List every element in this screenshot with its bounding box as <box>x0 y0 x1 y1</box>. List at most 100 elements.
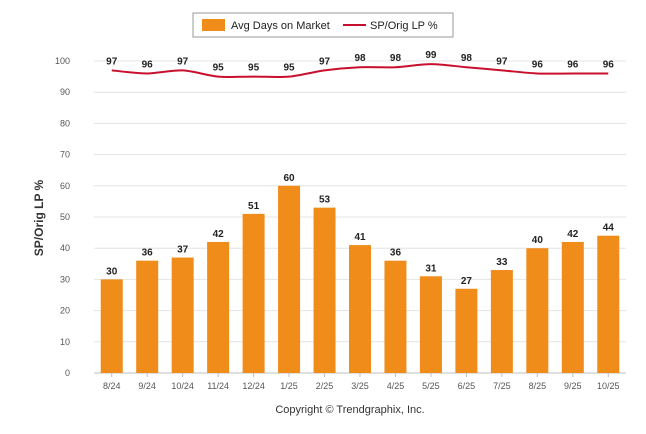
sp-orig-lp-line[interactable] <box>111 63 609 79</box>
x-tick-label: 8/25 <box>529 381 547 391</box>
line-value-label: 97 <box>496 56 508 67</box>
legend-box <box>192 12 454 38</box>
line-value-label: 96 <box>142 59 154 70</box>
bar[interactable] <box>136 260 159 373</box>
x-tick-label: 12/24 <box>242 381 265 391</box>
line-value-label: 98 <box>390 53 402 64</box>
line-value-label: 96 <box>603 59 615 70</box>
bar-value-label: 42 <box>213 229 225 240</box>
bar[interactable] <box>526 248 549 373</box>
y-tick-label: 70 <box>60 150 70 160</box>
y-tick-label: 0 <box>65 368 70 378</box>
line-value-label: 95 <box>248 63 260 74</box>
x-tick-label: 9/25 <box>564 381 582 391</box>
line-point[interactable] <box>215 74 221 80</box>
bar[interactable] <box>349 245 371 373</box>
bar-value-label: 31 <box>425 263 437 274</box>
line-point[interactable] <box>286 74 292 80</box>
line-point[interactable] <box>109 67 115 73</box>
y-tick-label: 90 <box>60 87 70 97</box>
bar-value-label: 36 <box>390 248 402 259</box>
line-point[interactable] <box>570 70 576 76</box>
line-value-label: 96 <box>567 59 579 70</box>
line-value-label: 96 <box>532 59 544 70</box>
bar-value-label: 53 <box>319 195 331 206</box>
bar-value-label: 37 <box>177 245 189 256</box>
bar-series <box>100 185 620 373</box>
line-value-label: 97 <box>319 56 331 67</box>
line-value-label: 99 <box>425 50 437 61</box>
y-tick-label: 20 <box>60 306 70 316</box>
bar-value-label: 42 <box>567 229 579 240</box>
y-tick-label: 100 <box>55 56 70 66</box>
bar[interactable] <box>171 257 194 373</box>
line-point[interactable] <box>180 67 186 73</box>
x-tick-label: 5/25 <box>422 381 440 391</box>
y-tick-label: 10 <box>60 337 70 347</box>
y-tick-label: 30 <box>60 274 70 284</box>
y-axis-title: SP/Orig LP % <box>32 179 46 256</box>
line-point[interactable] <box>251 74 257 80</box>
line-series <box>109 61 611 80</box>
bar[interactable] <box>384 260 407 373</box>
line-point[interactable] <box>499 67 505 73</box>
legend-bar-label: Avg Days on Market <box>231 20 330 32</box>
bar-value-label: 30 <box>106 266 118 277</box>
x-tick-label: 10/24 <box>171 381 194 391</box>
copyright-credit: Copyright © Trendgraphix, Inc. <box>275 404 424 416</box>
bar-value-label: 41 <box>354 232 366 243</box>
line-value-label: 95 <box>213 63 225 74</box>
line-point[interactable] <box>463 64 469 70</box>
data-labels: 30 36 37 42 51 60 53 41 36 31 27 33 40 42 44 97 96 97 95 95… <box>106 50 614 287</box>
legend: Avg Days on Market SP/Orig LP % <box>192 12 454 38</box>
bar-value-label: 27 <box>461 276 473 287</box>
line-value-label: 97 <box>106 56 118 67</box>
line-value-label: 95 <box>284 63 296 74</box>
bar-value-label: 36 <box>142 248 154 259</box>
bar[interactable] <box>490 270 513 373</box>
legend-item-line[interactable]: SP/Orig LP % <box>343 20 438 32</box>
x-tick-label: 3/25 <box>351 381 369 391</box>
bar[interactable] <box>561 241 584 373</box>
y-tick-label: 40 <box>60 243 70 253</box>
line-point[interactable] <box>322 67 328 73</box>
legend-line-label: SP/Orig LP % <box>370 20 438 32</box>
bar-value-label: 60 <box>284 173 296 184</box>
line-value-label: 98 <box>461 53 473 64</box>
line-value-label: 98 <box>354 53 366 64</box>
x-tick-label: 2/25 <box>316 381 334 391</box>
y-tick-label: 50 <box>60 212 70 222</box>
bar-value-label: 44 <box>603 223 615 234</box>
x-tick-label: 11/24 <box>207 381 229 391</box>
bar[interactable] <box>419 276 442 373</box>
bar-value-label: 51 <box>248 201 260 212</box>
bar-value-label: 40 <box>532 235 544 246</box>
bar[interactable] <box>207 241 230 373</box>
bar[interactable] <box>455 288 478 373</box>
line-point[interactable] <box>357 64 363 70</box>
x-tick-label: 9/24 <box>138 381 156 391</box>
line-point[interactable] <box>144 70 150 76</box>
bar[interactable] <box>313 207 336 373</box>
y-tick-label: 60 <box>60 181 70 191</box>
bar[interactable] <box>597 235 620 373</box>
bar[interactable] <box>278 185 301 373</box>
x-tick-label: 7/25 <box>493 381 511 391</box>
x-tick-label: 6/25 <box>458 381 476 391</box>
bar[interactable] <box>242 213 265 373</box>
line-value-label: 97 <box>177 56 189 67</box>
line-point[interactable] <box>428 61 434 67</box>
legend-item-bars[interactable]: Avg Days on Market <box>202 19 330 32</box>
legend-bar-swatch <box>202 19 225 31</box>
x-tick-label: 1/25 <box>280 381 298 391</box>
line-point[interactable] <box>392 64 398 70</box>
line-point[interactable] <box>605 70 611 76</box>
y-tick-label: 80 <box>60 118 70 128</box>
line-point[interactable] <box>534 70 540 76</box>
x-tick-label: 8/24 <box>103 381 121 391</box>
x-tick-label: 4/25 <box>387 381 405 391</box>
x-tick-label: 10/25 <box>597 381 620 391</box>
bar[interactable] <box>100 279 123 373</box>
